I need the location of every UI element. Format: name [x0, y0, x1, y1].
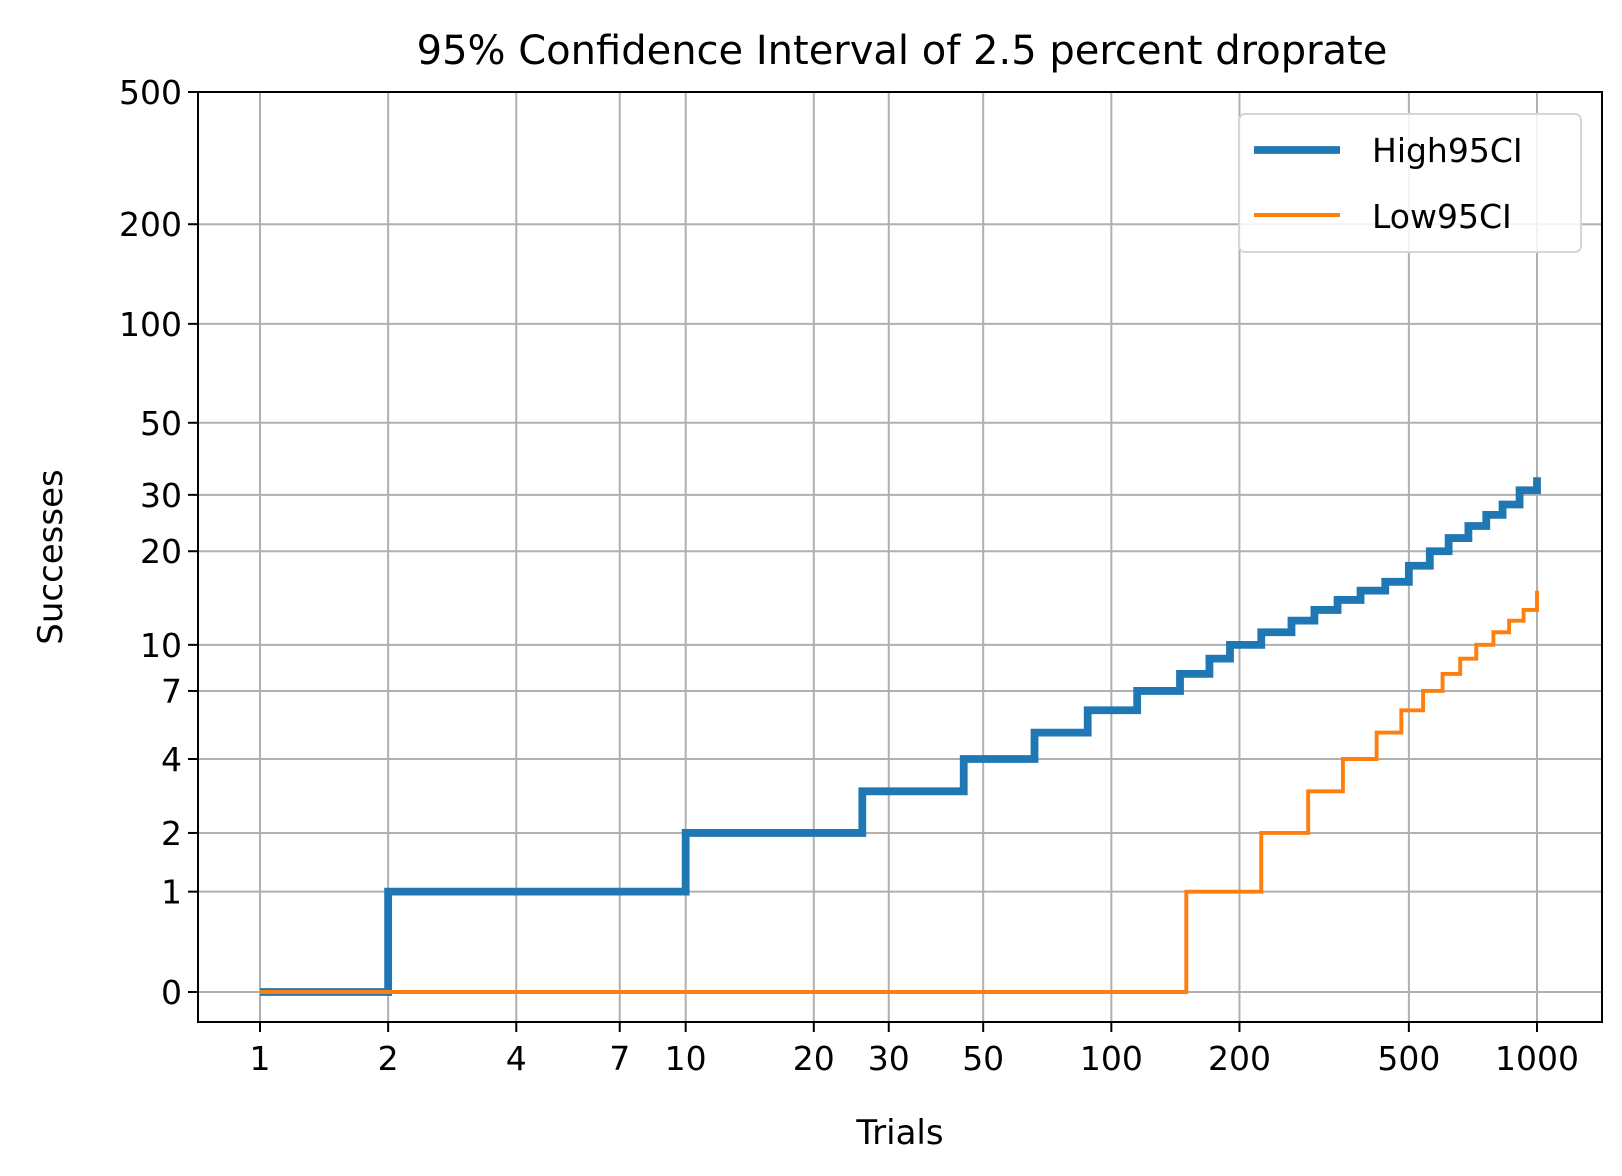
x-tick-label-500: 500 — [1377, 1039, 1440, 1078]
y-tick-label-7: 7 — [161, 672, 182, 711]
y-tick-label-20: 20 — [140, 532, 182, 571]
y-axis-label: Successes — [31, 469, 71, 645]
y-tick-label-1: 1 — [161, 873, 182, 912]
y-tick-label-4: 4 — [161, 740, 182, 779]
legend-label-high95ci: High95CI — [1372, 131, 1523, 170]
series-line-high95ci — [260, 477, 1541, 996]
x-tick-label-4: 4 — [506, 1039, 527, 1078]
y-tick-label-50: 50 — [140, 404, 182, 443]
x-tick-label-10: 10 — [665, 1039, 707, 1078]
x-tick-label-2: 2 — [378, 1039, 399, 1078]
data-series — [260, 477, 1541, 996]
series-line-low95ci — [260, 590, 1539, 994]
y-tick-label-10: 10 — [140, 626, 182, 665]
x-tick-label-20: 20 — [793, 1039, 835, 1078]
x-axis-label: Trials — [855, 1113, 943, 1153]
y-tick-label-2: 2 — [161, 814, 182, 853]
legend: High95CI Low95CI — [1238, 113, 1582, 253]
plot-frame — [197, 91, 1603, 1023]
x-tick-label-50: 50 — [962, 1039, 1004, 1078]
chart-title: 95% Confidence Interval of 2.5 percent d… — [417, 28, 1388, 74]
x-tick-label-200: 200 — [1208, 1039, 1271, 1078]
y-tick-label-200: 200 — [119, 205, 182, 244]
legend-label-low95ci: Low95CI — [1372, 197, 1512, 236]
x-tick-label-1: 1 — [250, 1039, 271, 1078]
x-tick-label-7: 7 — [609, 1039, 630, 1078]
y-tick-label-0: 0 — [161, 973, 182, 1012]
y-tick-label-30: 30 — [140, 476, 182, 515]
x-tick-label-30: 30 — [868, 1039, 910, 1078]
y-tick-label-100: 100 — [119, 305, 182, 344]
x-tick-label-1000: 1000 — [1495, 1039, 1579, 1078]
grid-lines — [198, 91, 1602, 1022]
y-tick-label-500: 500 — [119, 73, 182, 112]
axis-ticks: 1 2 4 7 10 20 30 50 100 200 500 1000 0 1 2 4 7 10 20 30 50 10… — [119, 73, 1579, 1078]
x-tick-label-100: 100 — [1080, 1039, 1143, 1078]
